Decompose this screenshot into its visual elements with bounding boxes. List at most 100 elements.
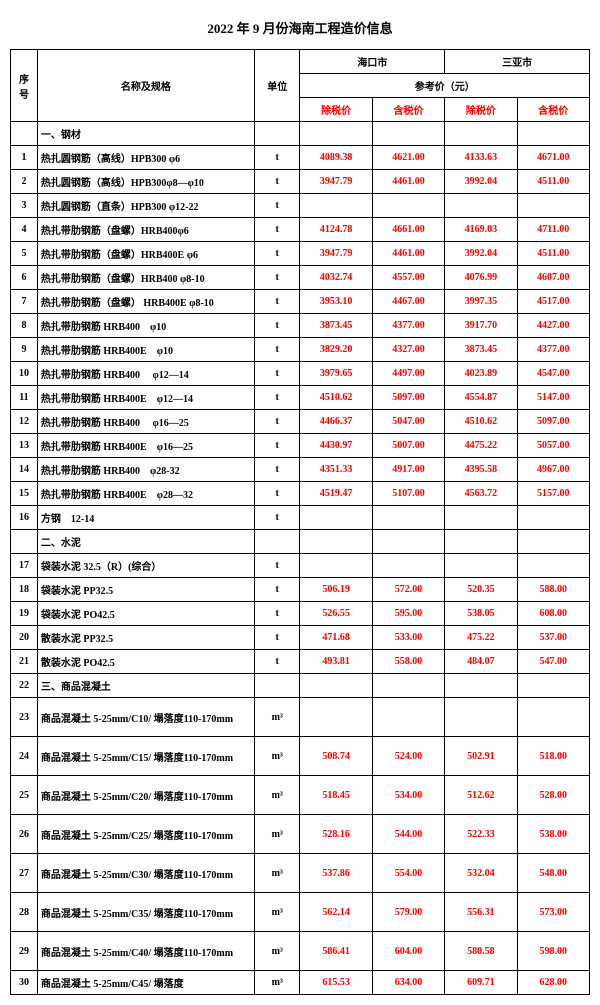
row-price: 5157.00 (517, 482, 589, 506)
row-price (517, 674, 589, 698)
row-index: 8 (11, 314, 38, 338)
row-price: 4557.00 (372, 266, 444, 290)
table-row: 13热扎带肋钢筋 HRB400E φ16—25t4430.975007.0044… (11, 434, 590, 458)
hdr-idx: 序号 (11, 50, 38, 122)
row-price (517, 554, 589, 578)
row-name: 热扎带肋钢筋（盘螺）HRB400E φ6 (37, 242, 254, 266)
hdr-c1-incl: 含税价 (372, 98, 444, 122)
row-price: 4554.87 (445, 386, 517, 410)
row-price (372, 194, 444, 218)
row-price: 4133.63 (445, 146, 517, 170)
row-index: 3 (11, 194, 38, 218)
row-price (445, 554, 517, 578)
row-unit: m³ (254, 776, 299, 815)
row-unit (254, 530, 299, 554)
row-price: 534.00 (372, 776, 444, 815)
row-price: 4510.62 (445, 410, 517, 434)
row-index: 12 (11, 410, 38, 434)
row-name: 热扎带肋钢筋 HRB400E φ10 (37, 338, 254, 362)
row-name: 热扎带肋钢筋 HRB400 φ28-32 (37, 458, 254, 482)
row-price: 5147.00 (517, 386, 589, 410)
row-index: 5 (11, 242, 38, 266)
row-price: 3947.79 (300, 242, 372, 266)
row-price (445, 506, 517, 530)
row-index: 23 (11, 698, 38, 737)
row-name: 热扎带肋钢筋（盘螺）HRB400 φ8-10 (37, 266, 254, 290)
row-price: 4497.00 (372, 362, 444, 386)
row-price (517, 194, 589, 218)
table-row: 6热扎带肋钢筋（盘螺）HRB400 φ8-10t4032.744557.0040… (11, 266, 590, 290)
row-name: 散装水泥 PO42.5 (37, 650, 254, 674)
row-index: 26 (11, 815, 38, 854)
hdr-c2-incl: 含税价 (517, 98, 589, 122)
row-price: 4917.00 (372, 458, 444, 482)
row-price: 4461.00 (372, 170, 444, 194)
row-price: 580.58 (445, 932, 517, 971)
row-price (445, 530, 517, 554)
row-index: 14 (11, 458, 38, 482)
row-price: 493.81 (300, 650, 372, 674)
row-name: 热扎带肋钢筋（盘螺）HRB400φ6 (37, 218, 254, 242)
section-label: 二、水泥 (37, 530, 254, 554)
hdr-refprice: 参考价（元） (300, 74, 590, 98)
row-name: 袋装水泥 PP32.5 (37, 578, 254, 602)
row-price (300, 698, 372, 737)
row-name: 热扎带肋钢筋 HRB400E φ16—25 (37, 434, 254, 458)
row-price: 586.41 (300, 932, 372, 971)
row-price: 5097.00 (372, 386, 444, 410)
table-row: 8热扎带肋钢筋 HRB400 φ10t3873.454377.003917.70… (11, 314, 590, 338)
row-price: 562.14 (300, 893, 372, 932)
hdr-c1-excl: 除税价 (300, 98, 372, 122)
table-row: 26商品混凝土 5-25mm/C25/ 塌落度110-170mmm³528.16… (11, 815, 590, 854)
row-price: 5107.00 (372, 482, 444, 506)
row-unit: t (254, 482, 299, 506)
row-name: 商品混凝土 5-25mm/C45/ 塌落度 (37, 971, 254, 995)
row-price: 556.31 (445, 893, 517, 932)
row-name: 商品混凝土 5-25mm/C10/ 塌落度110-170mm (37, 698, 254, 737)
page-title: 2022 年 9 月份海南工程造价信息 (10, 18, 590, 37)
row-name: 热扎带肋钢筋 HRB400E φ28—32 (37, 482, 254, 506)
row-price (445, 122, 517, 146)
row-index: 9 (11, 338, 38, 362)
row-price: 608.00 (517, 602, 589, 626)
table-row: 27商品混凝土 5-25mm/C30/ 塌落度110-170mmm³537.86… (11, 854, 590, 893)
row-index: 4 (11, 218, 38, 242)
row-price: 595.00 (372, 602, 444, 626)
row-price: 3829.20 (300, 338, 372, 362)
row-price: 598.00 (517, 932, 589, 971)
row-name: 商品混凝土 5-25mm/C15/ 塌落度110-170mm (37, 737, 254, 776)
row-unit: t (254, 146, 299, 170)
row-index (11, 530, 38, 554)
row-unit: t (254, 386, 299, 410)
row-price: 4967.00 (517, 458, 589, 482)
row-unit: m³ (254, 815, 299, 854)
row-price: 615.53 (300, 971, 372, 995)
table-row: 28商品混凝土 5-25mm/C35/ 塌落度110-170mmm³562.14… (11, 893, 590, 932)
section-label: 一、钢材 (37, 122, 254, 146)
row-unit: t (254, 434, 299, 458)
row-price: 4461.00 (372, 242, 444, 266)
row-unit: t (254, 458, 299, 482)
row-index: 1 (11, 146, 38, 170)
row-price: 3997.35 (445, 290, 517, 314)
row-price: 4671.00 (517, 146, 589, 170)
row-price: 572.00 (372, 578, 444, 602)
row-price: 3992.04 (445, 242, 517, 266)
row-price: 4466.37 (300, 410, 372, 434)
row-price: 628.00 (517, 971, 589, 995)
row-price: 5007.00 (372, 434, 444, 458)
row-unit: t (254, 554, 299, 578)
table-row: 16方钢 12-14t (11, 506, 590, 530)
row-price: 579.00 (372, 893, 444, 932)
row-index: 22 (11, 674, 38, 698)
row-price: 4547.00 (517, 362, 589, 386)
row-price: 604.00 (372, 932, 444, 971)
table-row: 22三、商品混凝土 (11, 674, 590, 698)
row-price: 4511.00 (517, 242, 589, 266)
row-price: 528.00 (517, 776, 589, 815)
row-index: 21 (11, 650, 38, 674)
row-price: 475.22 (445, 626, 517, 650)
row-price: 506.19 (300, 578, 372, 602)
row-price: 537.00 (517, 626, 589, 650)
table-row: 14热扎带肋钢筋 HRB400 φ28-32t4351.334917.00439… (11, 458, 590, 482)
